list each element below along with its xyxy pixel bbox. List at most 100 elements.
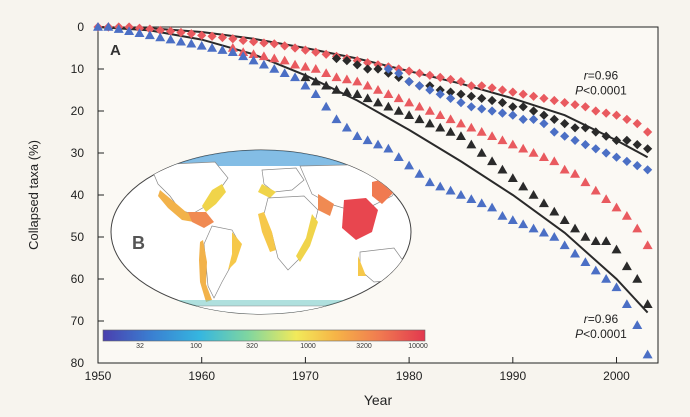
diamond-marker [311, 47, 321, 57]
diamond-marker [445, 87, 456, 97]
diamond-marker [404, 66, 414, 76]
map-na-coast-west [158, 190, 196, 222]
diamond-marker [331, 53, 342, 64]
diamond-marker [477, 93, 487, 103]
triangle-marker [279, 68, 290, 77]
triangle-marker [300, 72, 311, 82]
diamond-marker [508, 87, 518, 97]
triangle-marker [642, 299, 653, 308]
triangle-marker [497, 135, 508, 145]
diamond-marker [435, 89, 445, 99]
diamond-marker [477, 81, 487, 91]
triangle-marker [549, 232, 560, 241]
diamond-marker [321, 49, 331, 59]
world-map-inset: B [110, 149, 412, 315]
triangle-marker [476, 198, 487, 208]
triangle-marker [373, 85, 383, 94]
y-tick-label: 10 [71, 62, 85, 76]
diamond-marker [269, 39, 279, 49]
r-value-label: r=0.96 [584, 69, 619, 83]
triangle-marker [559, 164, 570, 174]
triangle-marker [455, 118, 466, 128]
y-tick-label: 40 [71, 188, 85, 202]
diamond-marker [394, 68, 404, 78]
diamond-marker [508, 110, 518, 120]
diamond-marker [165, 26, 176, 36]
diamond-marker [622, 135, 632, 145]
diamond-marker [259, 38, 269, 48]
triangle-marker [362, 93, 373, 103]
diamond-marker [134, 23, 145, 33]
triangle-marker [352, 131, 363, 140]
triangle-marker [590, 185, 601, 195]
triangle-marker [507, 215, 518, 224]
x-tick-label: 1950 [85, 369, 112, 383]
triangle-marker [601, 194, 612, 203]
triangle-marker [580, 232, 591, 241]
triangle-marker [590, 265, 601, 275]
panel-b-label: B [132, 233, 145, 253]
triangle-marker [383, 89, 394, 98]
triangle-marker [300, 80, 311, 90]
diamond-marker [611, 135, 622, 145]
diamond-marker [549, 95, 559, 106]
triangle-marker [538, 227, 549, 237]
triangle-marker [155, 32, 166, 42]
triangle-marker [601, 236, 612, 245]
p-value-label: P<0.0001 [575, 84, 627, 98]
triangle-marker [93, 22, 103, 31]
triangle-marker [393, 93, 404, 103]
data-markers [93, 22, 653, 359]
diamond-marker [601, 148, 611, 158]
diamond-marker [487, 83, 497, 93]
diamond-marker [643, 127, 653, 137]
map-southeast-asia [342, 198, 378, 240]
triangle-marker [404, 97, 415, 107]
diamond-marker [591, 127, 601, 137]
diamond-marker [601, 131, 611, 141]
triangle-marker [507, 173, 518, 182]
diamond-marker [435, 72, 445, 82]
triangle-marker [570, 169, 581, 178]
colorbar-tick-label: 3200 [356, 343, 372, 350]
diamond-marker [518, 102, 528, 112]
triangle-marker [341, 74, 352, 84]
diamond-marker [611, 152, 622, 162]
colorbar-tick-label: 320 [246, 343, 258, 350]
triangle-marker [393, 106, 404, 115]
diamond-marker [508, 102, 518, 112]
triangle-marker [497, 211, 508, 220]
diamond-marker [580, 123, 591, 133]
triangle-marker [487, 156, 498, 166]
map-sa-coast-west [199, 240, 212, 302]
triangle-marker [238, 51, 249, 61]
triangle-marker [435, 110, 446, 119]
panel-a-label: A [110, 42, 121, 59]
triangle-marker [258, 51, 269, 61]
triangle-marker [549, 206, 560, 216]
triangle-marker [321, 101, 332, 111]
map-gulf [188, 212, 214, 228]
triangle-marker [424, 177, 435, 187]
triangle-marker [186, 38, 197, 48]
diamond-marker [560, 131, 570, 141]
diamond-marker [207, 31, 217, 41]
diamond-marker [643, 165, 653, 175]
triangle-marker [538, 152, 549, 161]
diamond-marker [539, 93, 549, 103]
diamond-marker [414, 81, 425, 91]
diamond-marker [601, 108, 611, 118]
triangle-marker [134, 28, 145, 38]
triangle-marker [196, 40, 207, 50]
triangle-marker [632, 320, 643, 329]
diamond-marker [228, 34, 238, 44]
y-tick-label: 60 [71, 272, 85, 286]
colorbar-tick-label: 1000 [300, 343, 316, 350]
triangle-marker [300, 61, 311, 71]
triangle-marker [217, 45, 228, 54]
triangle-marker [393, 152, 404, 161]
triangle-marker [352, 89, 363, 98]
triangle-marker [321, 68, 332, 77]
diamond-marker [456, 89, 466, 99]
